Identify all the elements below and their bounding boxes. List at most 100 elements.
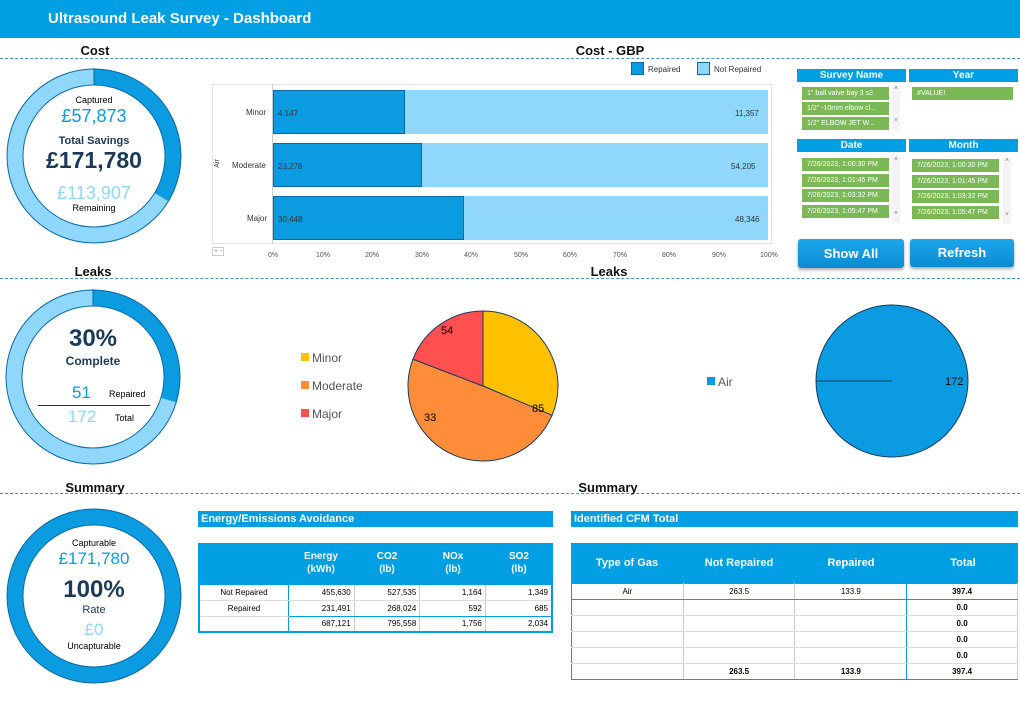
energy-header-2-1: (lb) bbox=[445, 564, 461, 575]
energy-header-2-0: NOx bbox=[442, 551, 464, 562]
energy-header-3-0: SO2 bbox=[508, 551, 529, 562]
leaks-total-value: 172 bbox=[68, 407, 97, 426]
summary-donut-gauge bbox=[6, 508, 182, 684]
bar-value-moderate-not-repaired: 54,205 bbox=[731, 162, 756, 171]
legend-not-repaired-swatch bbox=[697, 62, 710, 75]
section-title-cost-gbp: Cost - GBP bbox=[575, 43, 645, 58]
show-all-button[interactable]: Show All bbox=[798, 239, 904, 268]
legend-moderate-swatch bbox=[301, 381, 309, 389]
energy-cell: 2,034 bbox=[485, 616, 553, 633]
cost-donut-gauge bbox=[6, 68, 182, 244]
scroll-down-icon[interactable]: ˅ bbox=[894, 118, 898, 124]
cfm-cell bbox=[571, 663, 684, 680]
bar-value-moderate-repaired: 23,278 bbox=[278, 162, 303, 171]
leaks-complete-label: Complete bbox=[65, 354, 121, 368]
energy-header-1-0: CO2 bbox=[376, 551, 398, 562]
slicer-item-date-3[interactable]: 7/26/2023, 1:03:32 PM bbox=[802, 189, 889, 202]
energy-cell: 455,630 bbox=[288, 584, 355, 601]
slicer-item-survey-3[interactable]: 1/2" ELBOW JET W... bbox=[802, 117, 889, 130]
energy-cell: 1,756 bbox=[419, 616, 486, 633]
remaining-value: £113,907 bbox=[57, 183, 131, 203]
cfm-table-header-row bbox=[571, 543, 1018, 583]
table-row: 0.0 bbox=[571, 631, 1018, 648]
legend-repaired-label: Repaired bbox=[648, 65, 681, 74]
slicer-item-date-1[interactable]: 7/26/2023, 1:00:30 PM bbox=[802, 158, 889, 171]
pie-label-air: 172 bbox=[945, 376, 964, 388]
divider-middle bbox=[0, 278, 1020, 279]
cfm-cell bbox=[683, 631, 796, 648]
bar-repaired-major bbox=[273, 196, 464, 240]
x-tick-4: 40% bbox=[463, 252, 478, 259]
pie-slice-moderate bbox=[407, 358, 553, 462]
legend-air-swatch bbox=[707, 377, 715, 385]
slicer-item-survey-2[interactable]: 1/2" -10mm elbow cl... bbox=[802, 102, 889, 115]
scroll-up-icon[interactable]: ˄ bbox=[894, 157, 898, 163]
cfm-header-1: Not Repaired bbox=[704, 557, 774, 569]
bar-repaired-minor bbox=[273, 90, 405, 134]
energy-cell: 687,121 bbox=[288, 616, 355, 633]
cfm-cell bbox=[571, 615, 684, 632]
row-label-minor: Minor bbox=[246, 108, 267, 117]
cfm-cell: 0.0 bbox=[906, 599, 1018, 616]
x-tick-5: 50% bbox=[513, 252, 528, 259]
energy-header-1-1: (lb) bbox=[379, 564, 395, 575]
energy-cell: 527,535 bbox=[354, 584, 421, 601]
slicer-title-month: Month bbox=[909, 139, 1018, 152]
energy-table-header-row bbox=[198, 543, 553, 583]
legend-air-label: Air bbox=[718, 375, 733, 389]
slicer-item-month-1[interactable]: 7/26/2023, 1:00:30 PM bbox=[912, 159, 999, 172]
bar-value-major-repaired: 30,448 bbox=[278, 215, 303, 224]
energy-header-0-1: (kWh) bbox=[307, 564, 335, 575]
survey-name-scrollbar[interactable]: ˄ ˅ bbox=[892, 86, 900, 130]
table-row: Not Repaired 455,630 527,535 1,164 1,349 bbox=[199, 584, 553, 601]
table-row: 687,121 795,558 1,756 2,034 bbox=[199, 616, 553, 633]
scroll-down-icon[interactable]: ˅ bbox=[894, 211, 898, 217]
slicer-item-year-1[interactable]: #VALUE! bbox=[912, 87, 1013, 100]
x-tick-9: 90% bbox=[711, 252, 726, 259]
date-scrollbar[interactable]: ˄ ˅ bbox=[892, 157, 900, 223]
scroll-up-icon[interactable]: ˄ bbox=[894, 86, 898, 92]
cfm-cell bbox=[571, 647, 684, 664]
legend-not-repaired-label: Not Repaired bbox=[714, 65, 762, 74]
scroll-down-icon[interactable]: ˅ bbox=[1005, 212, 1009, 218]
leaks-percent-complete: 30% bbox=[68, 325, 118, 352]
refresh-button[interactable]: Refresh bbox=[910, 239, 1014, 267]
energy-cell: 592 bbox=[419, 600, 486, 617]
slicer-item-month-2[interactable]: 7/26/2023, 1:01:45 PM bbox=[912, 175, 999, 188]
slicer-item-date-4[interactable]: 7/26/2023, 1:05:47 PM bbox=[802, 205, 889, 218]
slicer-item-survey-1[interactable]: 1" ball valve bay 3 s3 bbox=[802, 87, 889, 100]
x-tick-0: 0% bbox=[267, 252, 279, 259]
x-tick-10: 100% bbox=[760, 252, 778, 259]
slicer-item-month-3[interactable]: 7/26/2023, 1:03:32 PM bbox=[912, 190, 999, 203]
x-tick-8: 80% bbox=[661, 252, 676, 259]
table-row: 0.0 bbox=[571, 599, 1018, 616]
cost-chart-axis-label: Air bbox=[213, 159, 221, 168]
cfm-cell bbox=[571, 631, 684, 648]
energy-header-3-1: (lb) bbox=[511, 564, 527, 575]
slicer-item-month-4[interactable]: 7/26/2023, 1:05:47 PM bbox=[912, 206, 999, 219]
pie-slice-minor bbox=[482, 310, 559, 416]
energy-cell: 685 bbox=[485, 600, 553, 617]
uncapturable-label: Uncapturable bbox=[67, 641, 121, 651]
energy-cell: 795,558 bbox=[354, 616, 421, 633]
scroll-up-icon[interactable]: ˄ bbox=[1005, 158, 1009, 164]
cfm-table-title: Identified CFM Total bbox=[571, 511, 1018, 527]
cfm-cell bbox=[794, 631, 908, 648]
month-scrollbar[interactable]: ˄ ˅ bbox=[1003, 158, 1011, 224]
cfm-header-2: Repaired bbox=[827, 557, 875, 569]
section-title-cost: Cost bbox=[80, 43, 110, 58]
cfm-cell: 263.5 bbox=[683, 583, 796, 600]
leaks-fraction-line bbox=[38, 405, 150, 406]
cost-chart-area bbox=[212, 84, 772, 244]
energy-header-0-0: Energy bbox=[304, 551, 338, 562]
cfm-total-row: 263.5 133.9 397.4 bbox=[571, 663, 1018, 680]
cfm-cell bbox=[794, 599, 908, 616]
chart-expand-collapse-control[interactable]: + - bbox=[212, 247, 225, 256]
cfm-cell: Air bbox=[571, 583, 684, 600]
legend-major-swatch bbox=[301, 409, 309, 417]
slicer-item-date-2[interactable]: 7/26/2023, 1:01:45 PM bbox=[802, 174, 889, 187]
air-pie-chart bbox=[815, 304, 969, 458]
slicer-title-survey-name: Survey Name bbox=[797, 69, 906, 82]
cfm-cell bbox=[794, 615, 908, 632]
cfm-cell: 263.5 bbox=[683, 663, 796, 680]
